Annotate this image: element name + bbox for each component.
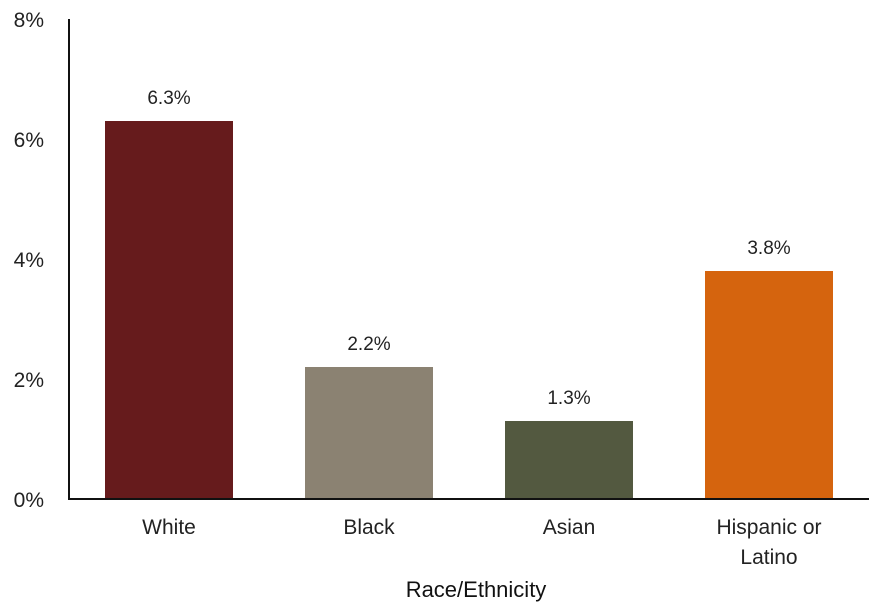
data-label: 2.2% <box>347 334 390 355</box>
x-axis-title: Race/Ethnicity <box>406 577 547 602</box>
y-tick-label: 2% <box>14 369 44 392</box>
y-tick-label: 4% <box>14 249 44 272</box>
x-tick-label: Hispanic or <box>716 516 821 539</box>
bar <box>105 121 233 499</box>
y-tick-label: 6% <box>14 129 44 152</box>
bar <box>705 271 833 499</box>
x-tick-label: Black <box>343 516 395 539</box>
x-tick-label: Asian <box>543 516 596 539</box>
data-label: 6.3% <box>147 88 190 109</box>
y-axis-tick-labels: 0% 2% 4% 6% 8% <box>14 9 44 512</box>
bars-group <box>105 121 833 499</box>
data-labels-group: 6.3% 2.2% 1.3% 3.8% <box>147 88 790 409</box>
y-tick-label: 8% <box>14 9 44 32</box>
x-tick-label: Latino <box>740 546 797 569</box>
y-tick-label: 0% <box>14 489 44 512</box>
bar <box>305 367 433 499</box>
x-axis-tick-labels: White Black Asian Hispanic or Latino <box>142 516 821 569</box>
data-label: 3.8% <box>747 238 790 259</box>
bar <box>505 421 633 499</box>
data-label: 1.3% <box>547 388 590 409</box>
x-tick-label: White <box>142 516 196 539</box>
